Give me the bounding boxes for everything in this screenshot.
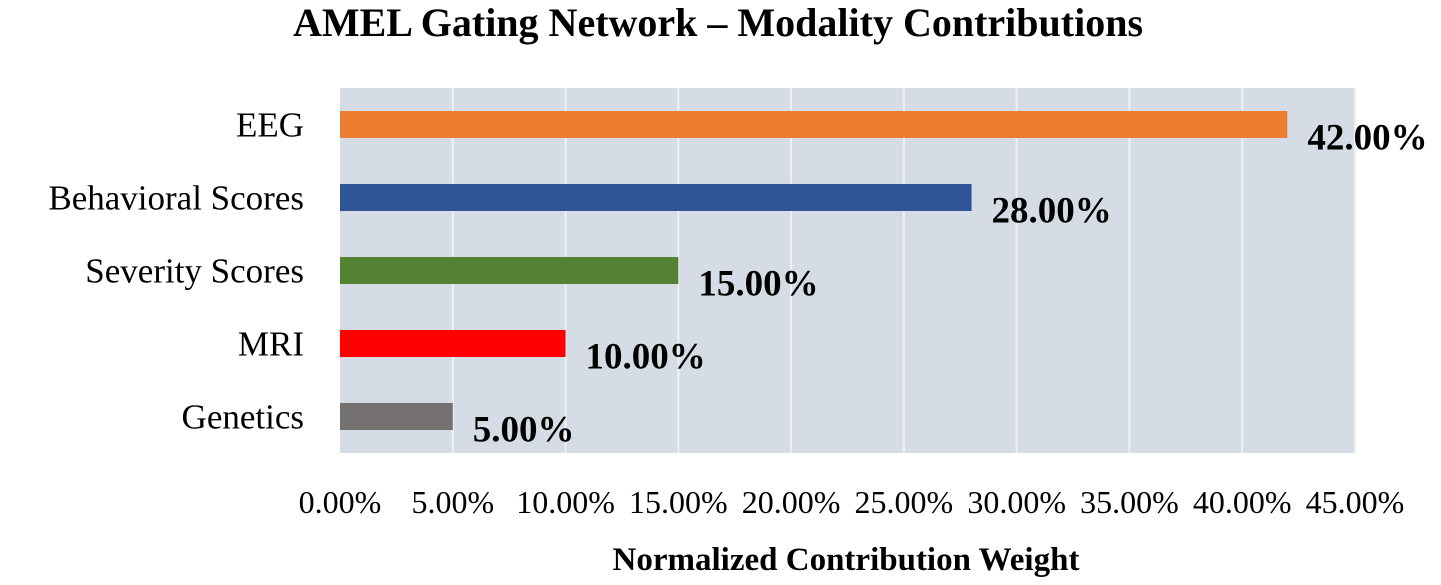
x-tick-label: 5.00% — [411, 484, 494, 520]
x-tick-label: 15.00% — [629, 484, 728, 520]
x-axis-title: Normalized Contribution Weight — [613, 542, 1080, 578]
category-labels: EEG Behavioral Scores Severity Scores MRI Ge… — [48, 106, 304, 437]
x-tick-label: 30.00% — [967, 484, 1066, 520]
data-labels: 42.00% 28.00% 15.00% 10.00% 5.00% — [473, 118, 1428, 451]
chart-title: AMEL Gating Network – Modality Contribut… — [293, 0, 1143, 45]
x-tick-labels: 0.00% 5.00% 10.00% 15.00% 20.00% 25.00% 30.00%… — [299, 484, 1405, 520]
x-tick-label: 40.00% — [1193, 484, 1292, 520]
category-label: Behavioral Scores — [48, 179, 304, 218]
category-label: MRI — [238, 325, 304, 364]
bar-behavioral-scores — [340, 183, 972, 212]
bar-eeg — [340, 110, 1288, 139]
data-label: 5.00% — [473, 410, 575, 451]
bar-genetics — [340, 402, 453, 431]
category-label: EEG — [236, 106, 304, 145]
data-label: 10.00% — [586, 337, 706, 378]
bars — [340, 110, 1288, 431]
x-tick-label: 0.00% — [299, 484, 382, 520]
data-label: 28.00% — [992, 191, 1112, 232]
x-tick-label: 20.00% — [742, 484, 841, 520]
data-label: 42.00% — [1307, 118, 1427, 159]
x-tick-label: 25.00% — [855, 484, 954, 520]
bar-severity-scores — [340, 256, 679, 285]
data-label: 15.00% — [698, 264, 818, 305]
x-tick-label: 45.00% — [1306, 484, 1405, 520]
x-tick-label: 35.00% — [1080, 484, 1179, 520]
x-tick-label: 10.00% — [516, 484, 615, 520]
category-label: Genetics — [182, 398, 304, 437]
category-label: Severity Scores — [85, 252, 304, 291]
bar-mri — [340, 329, 566, 358]
